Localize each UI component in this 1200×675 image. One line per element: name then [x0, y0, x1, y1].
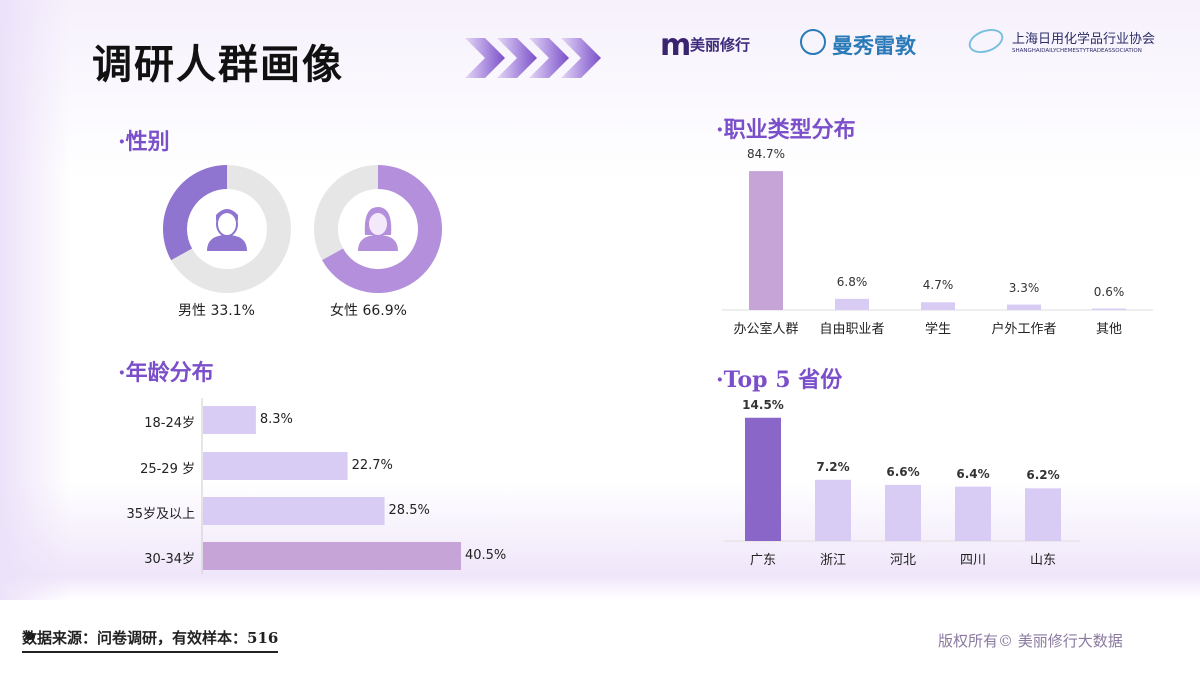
occupation-value-label: 3.3% [1008, 280, 1040, 295]
province-value-label: 6.6% [886, 464, 920, 479]
occupation-value-label: 84.7% [746, 147, 786, 162]
occupation-title: ·职业类型分布 [716, 117, 856, 143]
female-shoulders-icon [358, 235, 398, 251]
age-category-label: 30-34岁 [144, 552, 195, 567]
province-bar [745, 417, 781, 541]
province-bar [885, 484, 921, 541]
province-value-label: 7.2% [816, 459, 850, 474]
occupation-category-label: 办公室人群 [733, 322, 799, 337]
province-category-label: 河北 [889, 553, 917, 568]
occupation-bar [749, 171, 783, 310]
background-edge [0, 0, 70, 600]
hair-icon [216, 209, 238, 221]
age-bar [203, 406, 256, 434]
age-category-label: 18-24岁 [144, 416, 195, 431]
female-donut-segment [322, 165, 442, 293]
association-logo-en: SHANGHAIDAILYCHEMESTYTRADEASSOCIATION [1012, 48, 1142, 54]
female-avatar-icon [358, 207, 398, 251]
occupation-value-label: 6.8% [836, 274, 868, 289]
province-category-label: 四川 [959, 553, 987, 568]
background [0, 0, 1200, 600]
province-category-label: 广东 [749, 553, 777, 568]
province-value-label: 6.4% [956, 466, 990, 481]
occupation-category-label: 其他 [1095, 322, 1123, 337]
province-title: ·Top 5 省份 [716, 367, 843, 393]
meili-logo-mark: m [660, 28, 692, 63]
bullet-icon [26, 632, 34, 640]
province-category-label: 山东 [1029, 553, 1057, 568]
mentholatum-logo-icon [800, 29, 826, 55]
province-value-label: 14.5% [742, 397, 784, 412]
mentholatum-logo: 曼秀雷敦 [832, 34, 916, 58]
occupation-bar [921, 302, 955, 310]
association-logo: 上海日用化学品行业协会 [1012, 32, 1156, 47]
gender-title: ·性别 [118, 129, 170, 155]
meili-logo: 美丽修行 [690, 36, 751, 54]
copyright: 版权所有© 美丽修行大数据 [938, 632, 1123, 650]
age-value-label: 40.5% [464, 548, 507, 563]
occupation-bar [1007, 304, 1041, 310]
age-value-label: 8.3% [259, 412, 293, 427]
male-shoulders-icon [207, 235, 247, 251]
chevrons-decoration [465, 38, 601, 78]
province-bar [955, 486, 991, 541]
page-title: 调研人群画像 [92, 41, 344, 88]
male-donut-segment [163, 165, 228, 261]
female-label: 女性 66.9% [330, 303, 407, 319]
occupation-bar [835, 298, 869, 310]
data-source: 数据来源：问卷调研，有效样本：516 [22, 627, 279, 653]
province-value-label: 6.2% [1026, 468, 1060, 483]
occupation-category-label: 自由职业者 [819, 322, 885, 337]
occupation-bar [1092, 308, 1126, 310]
occupation-category-label: 户外工作者 [991, 322, 1057, 337]
age-value-label: 22.7% [351, 458, 393, 473]
male-avatar-icon [207, 209, 247, 251]
province-bar [815, 479, 851, 541]
age-category-label: 25-29 岁 [140, 462, 195, 477]
age-category-label: 35岁及以上 [126, 507, 195, 522]
occupation-value-label: 4.7% [922, 278, 954, 293]
age-bar [203, 497, 385, 525]
age-value-label: 28.5% [388, 503, 430, 518]
occupation-value-label: 0.6% [1093, 284, 1125, 299]
age-bar [203, 452, 348, 480]
province-bar [1025, 488, 1061, 541]
age-title: ·年龄分布 [118, 360, 214, 386]
province-category-label: 浙江 [819, 553, 847, 568]
male-label: 男性 33.1% [178, 303, 255, 319]
occupation-category-label: 学生 [924, 322, 952, 337]
age-bar [203, 542, 461, 570]
female-head-icon [367, 211, 389, 237]
